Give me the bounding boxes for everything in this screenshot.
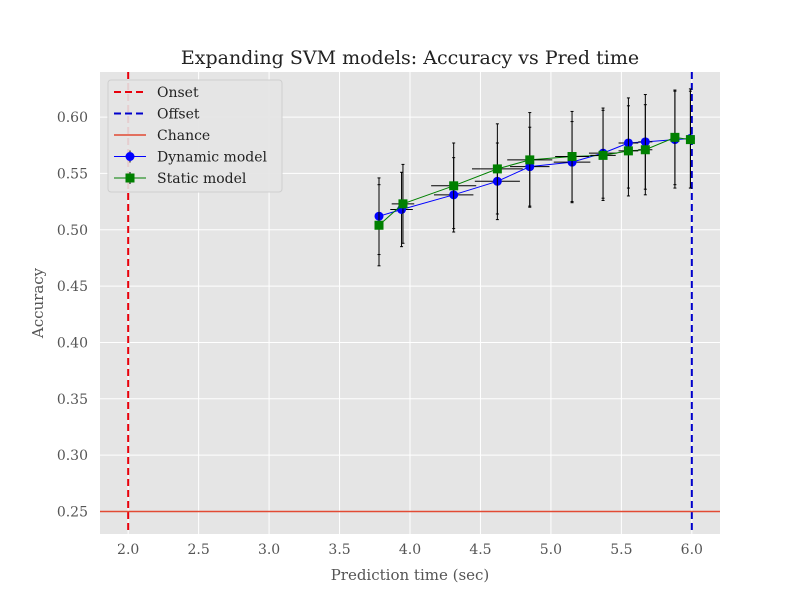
legend-item: Dynamic model bbox=[114, 150, 267, 166]
data-point bbox=[492, 164, 502, 174]
legend-label: Chance bbox=[157, 128, 210, 144]
y-tick-label: 0.25 bbox=[57, 504, 88, 520]
data-point bbox=[398, 199, 408, 209]
x-tick-label: 2.0 bbox=[117, 542, 139, 558]
data-point bbox=[374, 220, 384, 230]
y-axis-label: Accuracy bbox=[29, 267, 47, 339]
series-static-model bbox=[374, 89, 695, 267]
x-tick-label: 2.5 bbox=[188, 542, 210, 558]
legend-item: Static model bbox=[114, 171, 247, 187]
y-tick-label: 0.55 bbox=[57, 166, 88, 182]
x-tick-label: 5.5 bbox=[610, 542, 632, 558]
legend-item: Chance bbox=[114, 128, 210, 144]
data-point bbox=[525, 155, 535, 165]
legend-label: Offset bbox=[157, 107, 200, 123]
y-tick-label: 0.50 bbox=[57, 223, 88, 239]
x-tick-label: 4.0 bbox=[399, 542, 421, 558]
chart-title: Expanding SVM models: Accuracy vs Pred t… bbox=[181, 47, 639, 69]
x-axis-label: Prediction time (sec) bbox=[331, 566, 490, 584]
legend-box bbox=[107, 79, 283, 193]
legend-label: Onset bbox=[157, 85, 199, 101]
x-tick-label: 4.5 bbox=[469, 542, 491, 558]
legend-label: Dynamic model bbox=[157, 150, 267, 166]
data-point bbox=[598, 150, 608, 160]
y-tick-label: 0.40 bbox=[57, 335, 88, 351]
y-tick-label: 0.45 bbox=[57, 279, 88, 295]
series-layer bbox=[374, 88, 695, 267]
data-point bbox=[623, 146, 633, 156]
data-point bbox=[449, 181, 459, 191]
legend: Onset Offset Chance Dynamic model Static mod… bbox=[107, 79, 283, 193]
y-tick-label: 0.60 bbox=[57, 110, 88, 126]
x-tick-label: 3.5 bbox=[328, 542, 350, 558]
legend-label: Static model bbox=[157, 171, 247, 187]
legend-marker bbox=[125, 173, 135, 183]
legend-item: Offset bbox=[114, 107, 200, 123]
legend-item: Onset bbox=[114, 85, 199, 101]
y-tick-label: 0.30 bbox=[57, 448, 88, 464]
data-point bbox=[640, 145, 650, 155]
x-tick-label: 5.0 bbox=[540, 542, 562, 558]
x-tick-label: 6.0 bbox=[681, 542, 703, 558]
legend-marker bbox=[125, 152, 135, 161]
data-point bbox=[685, 135, 695, 145]
y-tick-label: 0.35 bbox=[57, 392, 88, 408]
data-point bbox=[567, 152, 577, 162]
x-axis-ticks: 2.0 2.5 3.0 3.5 4.0 4.5 5.0 5.5 6.0 bbox=[117, 542, 703, 558]
data-point bbox=[670, 132, 680, 142]
y-axis-ticks: 0.25 0.30 0.35 0.40 0.45 0.50 0.55 0.60 bbox=[57, 110, 88, 520]
x-tick-label: 3.0 bbox=[258, 542, 280, 558]
